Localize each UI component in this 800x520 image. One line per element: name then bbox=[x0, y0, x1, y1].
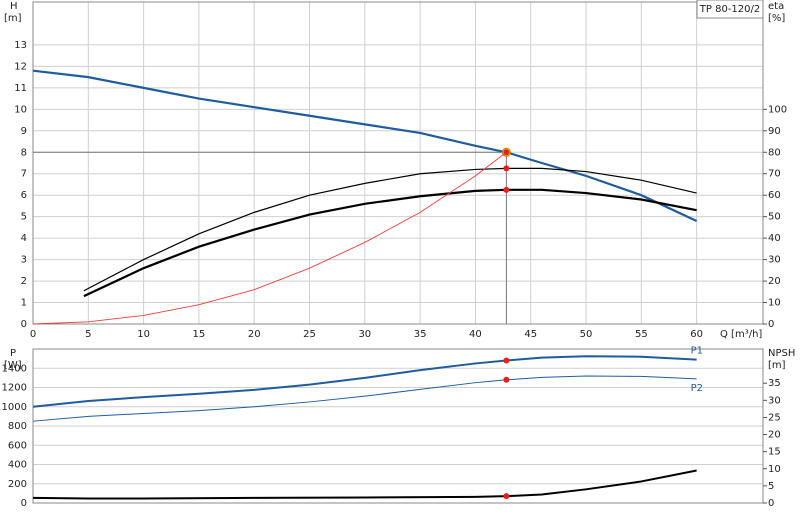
x-tick-label: 15 bbox=[193, 329, 206, 340]
y2-tick-label: 30 bbox=[768, 395, 781, 406]
x-tick-label: 0 bbox=[30, 329, 36, 340]
y-tick-label: 13 bbox=[14, 40, 27, 51]
duty-marker bbox=[503, 186, 510, 193]
duty-marker bbox=[503, 357, 510, 364]
y2-tick-label: 35 bbox=[768, 378, 781, 389]
y-axis-label: P bbox=[10, 348, 16, 359]
y-tick-label: 1000 bbox=[2, 402, 27, 413]
y2-tick-label: 0 bbox=[768, 319, 774, 330]
plot-frame bbox=[32, 348, 764, 504]
x-tick-label: 30 bbox=[358, 329, 371, 340]
y-tick-label: 11 bbox=[14, 83, 27, 94]
y-tick-label: 1 bbox=[21, 298, 27, 309]
duty-marker bbox=[503, 149, 510, 156]
series-line bbox=[32, 151, 507, 325]
y2-tick-label: 50 bbox=[768, 212, 781, 223]
y2-axis-unit: [m] bbox=[768, 360, 786, 371]
y-tick-label: 800 bbox=[8, 421, 27, 432]
y-tick-label: 3 bbox=[21, 255, 27, 266]
y2-tick-label: 25 bbox=[768, 412, 781, 423]
x-tick-label: 20 bbox=[248, 329, 261, 340]
y-tick-label: 0 bbox=[21, 319, 27, 330]
x-tick-label: 10 bbox=[137, 329, 150, 340]
y2-tick-label: 15 bbox=[768, 447, 781, 458]
series-label: P2 bbox=[691, 383, 703, 394]
y2-tick-label: 0 bbox=[768, 498, 774, 509]
y2-tick-label: 60 bbox=[768, 190, 781, 201]
y2-tick-label: 20 bbox=[768, 430, 781, 441]
y-tick-label: 6 bbox=[21, 190, 27, 201]
y2-axis-label: eta bbox=[768, 1, 784, 12]
y2-tick-label: 70 bbox=[768, 169, 781, 180]
y2-tick-label: 100 bbox=[768, 104, 787, 115]
y-tick-label: 1200 bbox=[2, 383, 27, 394]
y-tick-label: 0 bbox=[21, 498, 27, 509]
y-tick-label: 600 bbox=[8, 440, 27, 451]
series-line bbox=[83, 167, 697, 292]
x-tick-label: 35 bbox=[414, 329, 427, 340]
plot-frame bbox=[32, 1, 764, 325]
y2-tick-label: 80 bbox=[768, 147, 781, 158]
label-box-text: TP 80-120/2 bbox=[699, 4, 760, 15]
x-tick-label: 45 bbox=[524, 329, 537, 340]
y-tick-label: 4 bbox=[21, 233, 27, 244]
y-tick-label: 5 bbox=[21, 212, 27, 223]
y2-tick-label: 20 bbox=[768, 276, 781, 287]
y2-tick-label: 30 bbox=[768, 255, 781, 266]
y-axis-unit: [W] bbox=[4, 360, 22, 371]
duty-marker bbox=[503, 376, 510, 383]
x-tick-label: 40 bbox=[469, 329, 482, 340]
y2-tick-label: 5 bbox=[768, 481, 774, 492]
y-tick-label: 1400 bbox=[2, 363, 27, 374]
series-line bbox=[32, 69, 698, 222]
y-tick-label: 12 bbox=[14, 61, 27, 72]
y-tick-label: 2 bbox=[21, 276, 27, 287]
y-tick-label: 10 bbox=[14, 104, 27, 115]
y-axis-label: H bbox=[10, 1, 18, 12]
y2-axis-unit: [%] bbox=[768, 13, 785, 24]
y2-tick-label: 40 bbox=[768, 233, 781, 244]
x-tick-label: 5 bbox=[85, 329, 91, 340]
y-tick-label: 8 bbox=[21, 147, 27, 158]
duty-marker bbox=[503, 493, 510, 500]
y2-tick-label: 90 bbox=[768, 126, 781, 137]
y-axis-unit: [m] bbox=[4, 13, 22, 24]
y-tick-label: 200 bbox=[8, 479, 27, 490]
x-tick-label: 50 bbox=[580, 329, 593, 340]
series-line bbox=[32, 355, 697, 408]
y-tick-label: 400 bbox=[8, 460, 27, 471]
series-label: P1 bbox=[691, 346, 703, 357]
x-axis-label: Q [m³/h] bbox=[720, 329, 762, 340]
x-tick-label: 55 bbox=[635, 329, 648, 340]
y2-tick-label: 10 bbox=[768, 298, 781, 309]
y2-tick-label: 10 bbox=[768, 464, 781, 475]
x-tick-label: 25 bbox=[303, 329, 316, 340]
y-tick-label: 9 bbox=[21, 126, 27, 137]
y-tick-label: 7 bbox=[21, 169, 27, 180]
duty-marker bbox=[503, 165, 510, 172]
series-line bbox=[32, 469, 697, 500]
series-line bbox=[83, 188, 697, 298]
y2-axis-label: NPSH bbox=[768, 348, 795, 359]
x-tick-label: 60 bbox=[690, 329, 703, 340]
series-line bbox=[32, 375, 697, 422]
label-box bbox=[696, 0, 764, 19]
